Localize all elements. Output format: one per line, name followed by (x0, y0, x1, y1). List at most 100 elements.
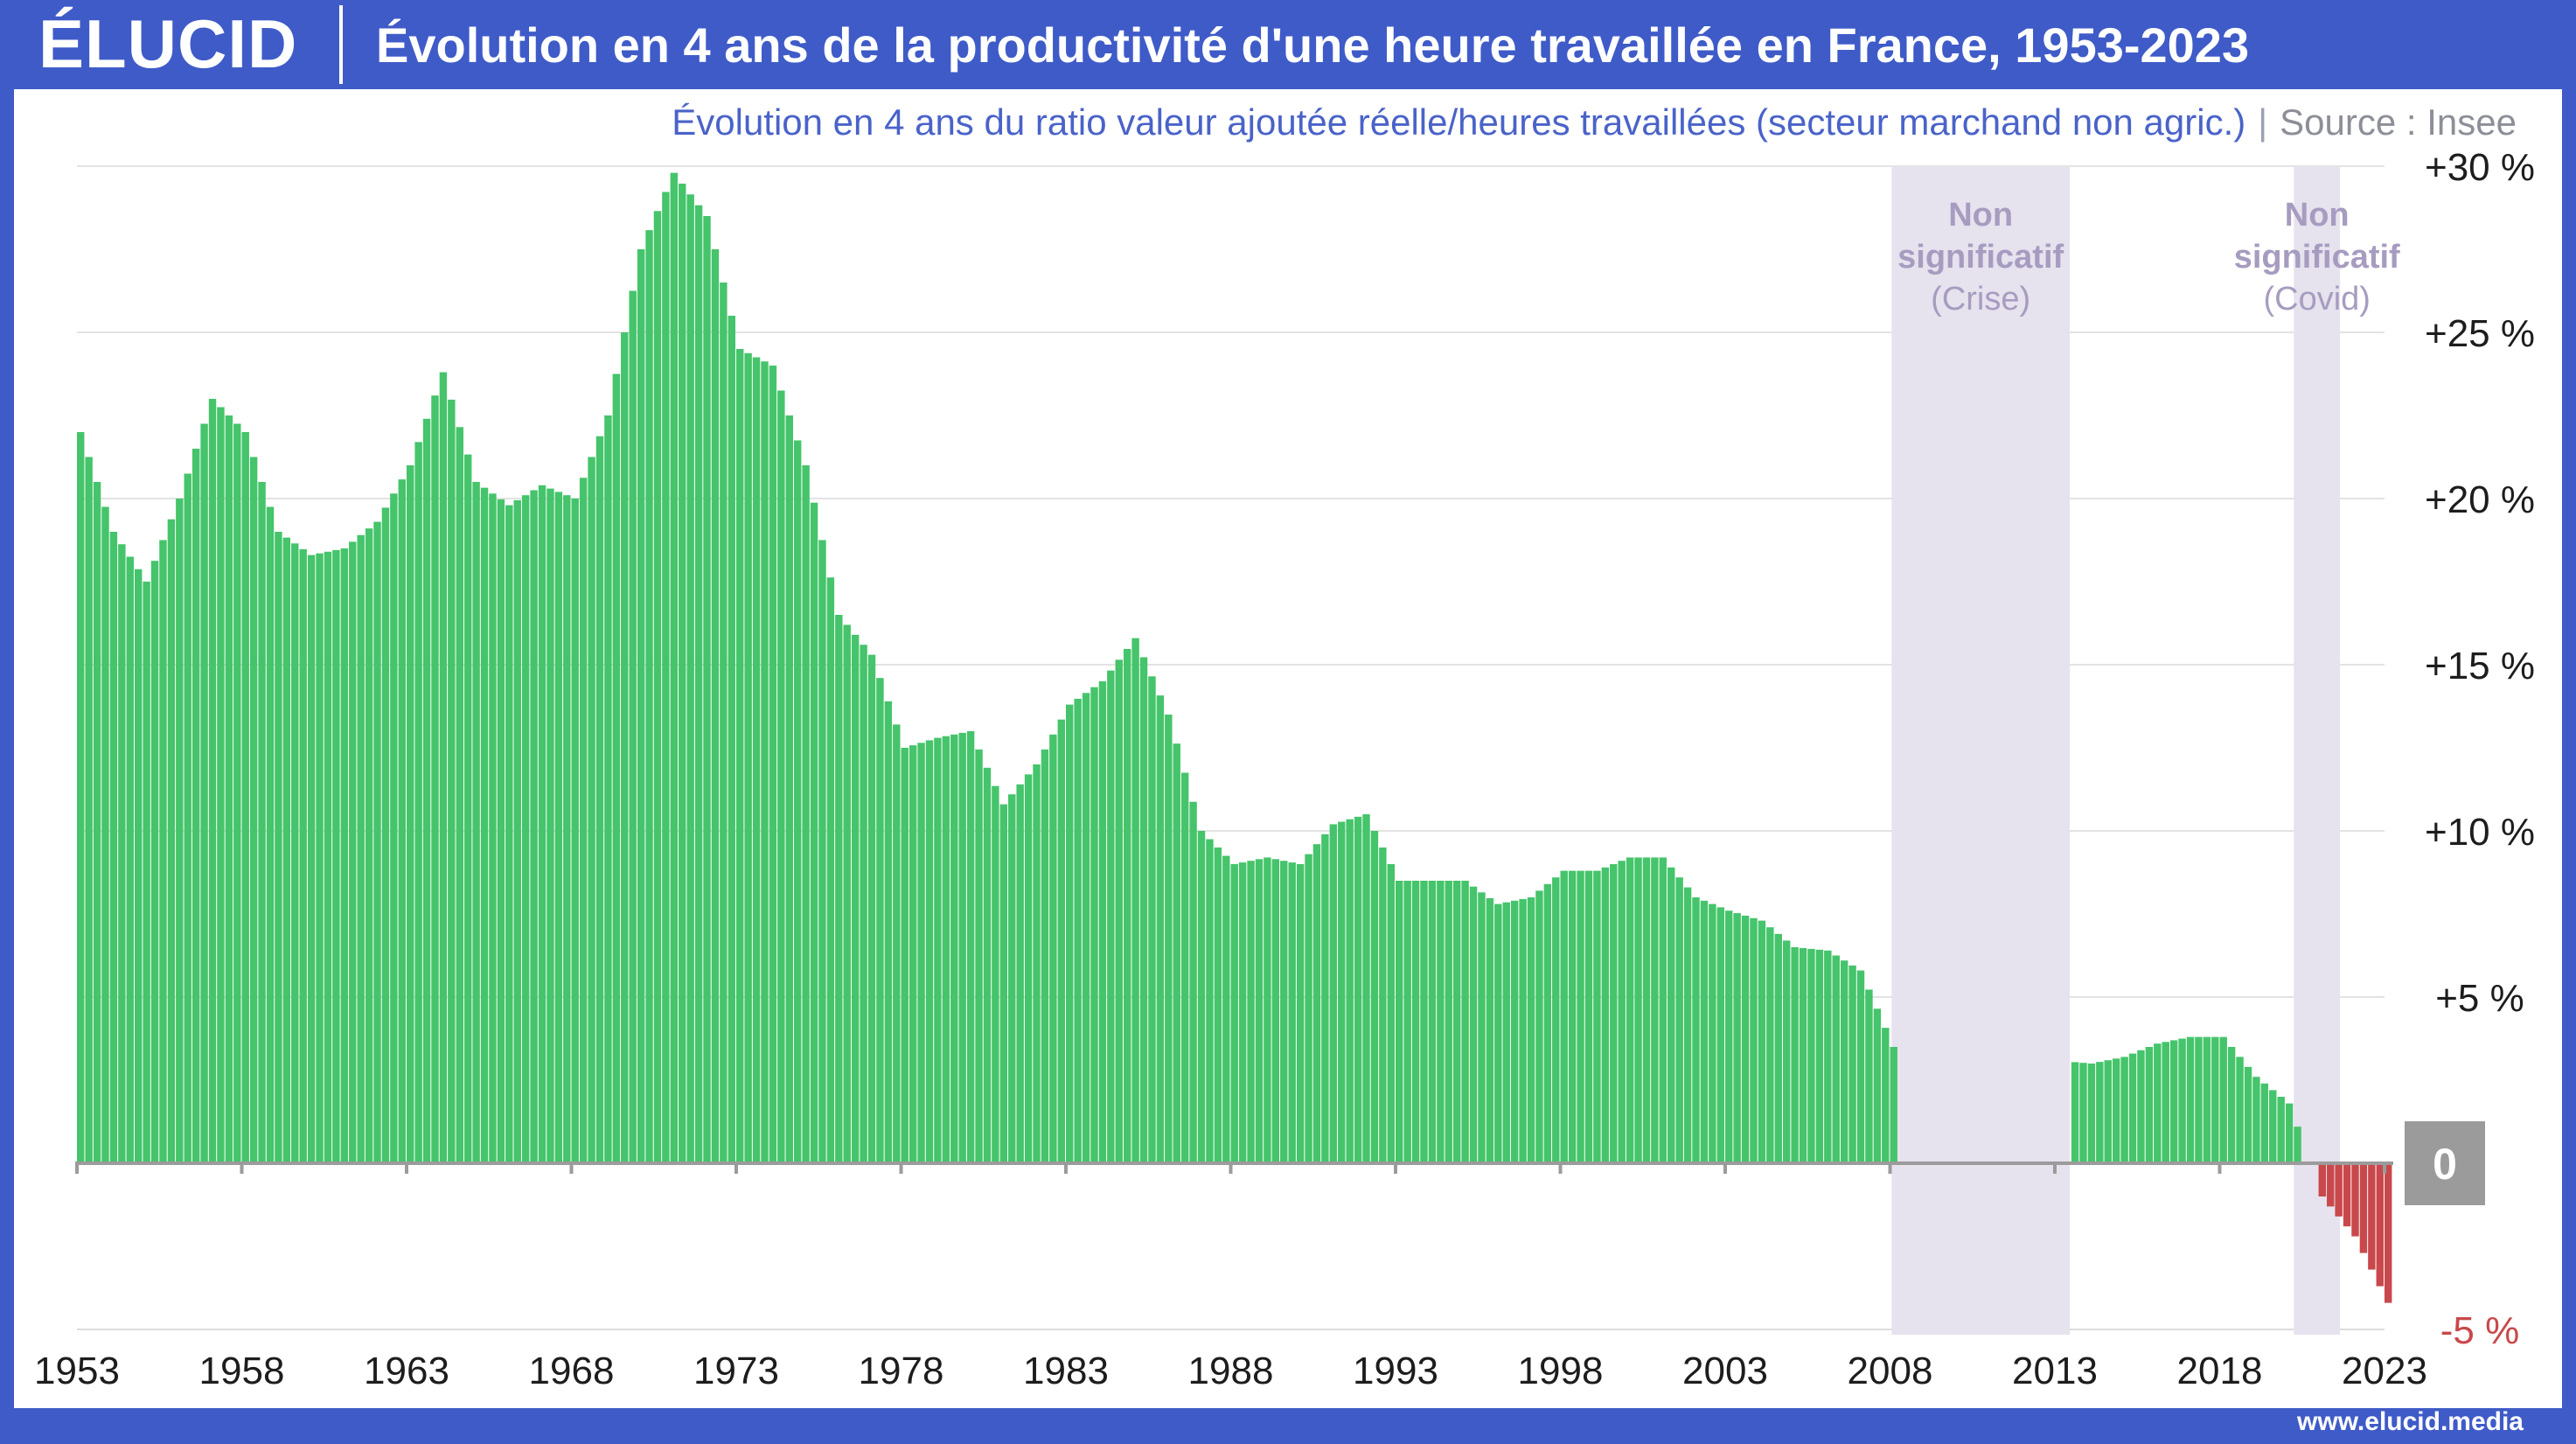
bar (1766, 927, 1774, 1163)
bar (266, 506, 275, 1163)
y-tick-label: +10 % (2425, 811, 2535, 854)
bar (1848, 965, 1856, 1163)
bar (1791, 947, 1799, 1163)
x-tick-label: 2013 (2012, 1350, 2098, 1392)
shade-label: (Crise) (1931, 281, 2030, 317)
bar (860, 645, 867, 1163)
chart-subtitle: Évolution en 4 ans du ratio valeur ajout… (672, 101, 2246, 143)
bar (720, 283, 728, 1163)
bar (621, 332, 629, 1163)
bar (538, 485, 547, 1163)
bar (134, 569, 143, 1163)
bar (2335, 1163, 2343, 1217)
bar (777, 390, 785, 1163)
bar (1510, 900, 1519, 1163)
bar (2376, 1163, 2384, 1287)
x-tick-label: 2003 (1682, 1350, 1768, 1392)
bar (1296, 864, 1305, 1163)
bar (703, 216, 711, 1163)
bar (547, 488, 554, 1163)
bar (1560, 870, 1568, 1163)
bar (950, 734, 958, 1163)
y-tick-label: +5 % (2435, 977, 2524, 1020)
bar (579, 478, 588, 1163)
bar (1478, 892, 1486, 1163)
bar (1420, 881, 1428, 1163)
x-tick-label: 2023 (2342, 1350, 2427, 1392)
x-tick-label: 1993 (1353, 1350, 1438, 1392)
bar (365, 528, 373, 1163)
bar (2252, 1077, 2260, 1163)
bar (150, 561, 159, 1163)
chart-subtitle-line: Évolution en 4 ans du ratio valeur ajout… (672, 94, 2517, 150)
bar (1115, 659, 1123, 1163)
bar (85, 457, 93, 1163)
bar (925, 740, 934, 1163)
bar (208, 399, 217, 1163)
bar (2244, 1066, 2252, 1163)
bar (975, 749, 983, 1163)
x-tick-label: 2008 (1848, 1350, 1933, 1392)
bar (917, 743, 925, 1163)
bar (983, 767, 992, 1163)
bar (1610, 864, 1618, 1163)
bar (258, 482, 266, 1163)
bar (1131, 638, 1139, 1163)
bar (1033, 764, 1041, 1163)
bar (2178, 1038, 2186, 1163)
bar (637, 249, 645, 1163)
bar (1758, 920, 1766, 1163)
bar (999, 804, 1008, 1163)
bar (1238, 862, 1247, 1163)
bar (629, 290, 637, 1163)
footer-url[interactable]: www.elucid.media (2297, 1407, 2524, 1436)
bar (744, 352, 752, 1163)
bar (1139, 657, 1148, 1163)
bar (1189, 801, 1197, 1163)
bar (1890, 1047, 1897, 1163)
bar (316, 553, 324, 1163)
bar (2359, 1163, 2368, 1253)
bar (1716, 907, 1724, 1163)
shade-label: significatif (2234, 239, 2400, 276)
bar (2327, 1163, 2335, 1207)
bar (1601, 867, 1610, 1163)
bar (1222, 855, 1230, 1163)
bar (1148, 676, 1156, 1163)
bar (1815, 949, 1824, 1163)
bar (1387, 864, 1395, 1163)
bar (472, 482, 480, 1163)
bar (1445, 881, 1452, 1163)
bar (1692, 897, 1700, 1163)
bar (1206, 839, 1214, 1163)
bar (118, 544, 126, 1163)
bar (769, 366, 777, 1163)
shade-label: Non (2285, 197, 2350, 234)
bar (1469, 886, 1478, 1163)
bar (1577, 870, 1584, 1163)
bar (101, 506, 109, 1163)
elucid-logo: ÉLUCID (38, 5, 298, 82)
bar (1667, 867, 1675, 1163)
bar (480, 487, 489, 1163)
bar (109, 532, 118, 1163)
bar (785, 415, 793, 1163)
bar (1271, 859, 1280, 1163)
footer-arrow-icon (2520, 1384, 2559, 1405)
bar (588, 457, 595, 1163)
shade-layer: Non significatif (Crise) Non significatif (Co… (1891, 166, 2400, 1335)
bar (126, 556, 134, 1163)
bar (711, 249, 720, 1163)
bar (645, 230, 653, 1163)
bar (1156, 695, 1165, 1163)
bar (1090, 687, 1098, 1163)
bar (686, 194, 694, 1163)
bar (77, 432, 85, 1163)
bar (2162, 1042, 2169, 1163)
bar (1626, 857, 1634, 1163)
bar (1807, 948, 1815, 1163)
x-tick-label: 1953 (34, 1350, 120, 1392)
y-tick-label: +30 % (2425, 146, 2535, 189)
bar (200, 423, 208, 1163)
bar (2211, 1036, 2219, 1163)
